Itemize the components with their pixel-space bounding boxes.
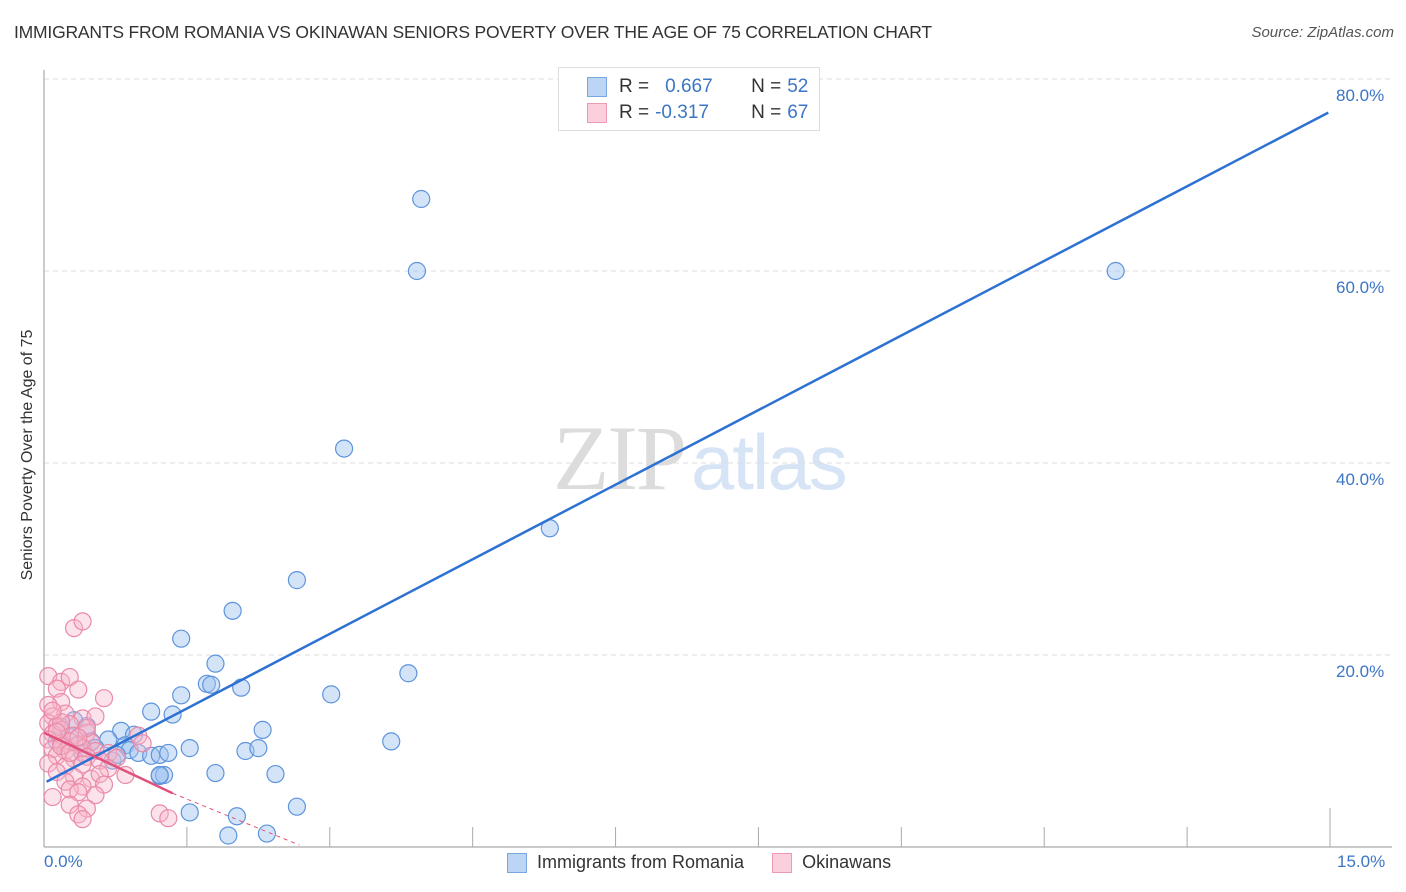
data-point: [150, 765, 169, 785]
data-point: [399, 664, 418, 683]
data-point: [219, 826, 238, 845]
n-value: 52: [787, 76, 809, 97]
trend-line-okinawans: [43, 731, 174, 795]
romania-swatch-icon: [507, 852, 527, 873]
x-tick-15: 15.0%: [1337, 852, 1386, 871]
romania-swatch-icon: [587, 77, 607, 97]
data-point: [90, 764, 109, 784]
data-point: [180, 803, 199, 822]
y-tick-20: 20.0%: [1336, 662, 1385, 681]
data-point: [99, 730, 118, 749]
data-point: [1106, 261, 1125, 281]
data-point: [142, 702, 161, 721]
data-point: [206, 654, 225, 673]
data-point: [43, 701, 62, 720]
data-point: [287, 797, 307, 816]
data-point: [322, 685, 341, 704]
data-point: [69, 680, 88, 699]
data-point: [232, 678, 251, 697]
data-point: [73, 810, 92, 829]
data-point: [60, 667, 79, 687]
stats-row-okinawans: R = -0.317 N = 67: [587, 102, 808, 124]
n-label: N =: [751, 102, 782, 123]
stats-legend: R = 0.667 N = 52 R = -0.317 N = 67: [558, 67, 820, 131]
data-point: [133, 734, 152, 753]
data-point: [253, 720, 272, 739]
legend-item-romania[interactable]: Immigrants from Romania: [507, 852, 744, 873]
series-okinawans-points: [39, 612, 178, 829]
trend-line-okinawans-extension: [172, 792, 300, 846]
data-point: [202, 675, 221, 694]
y-axis-label: Seniors Poverty Over the Age of 75: [19, 329, 36, 581]
source-label: Source: ZipAtlas.com: [1251, 24, 1394, 41]
data-point: [180, 739, 199, 758]
stats-row-romania: R = 0.667 N = 52: [587, 76, 808, 98]
data-point: [172, 686, 191, 705]
n-value: 67: [787, 102, 809, 123]
data-point: [150, 804, 169, 823]
legend-label-okinawans: Okinawans: [802, 852, 892, 872]
legend-label-romania: Immigrants from Romania: [537, 852, 745, 872]
axes: [43, 70, 1392, 848]
data-point: [407, 261, 427, 281]
x-tick-0: 0.0%: [44, 852, 83, 871]
data-point: [69, 783, 88, 802]
trend-lines: [43, 111, 1329, 846]
y-tick-80: 80.0%: [1336, 86, 1385, 105]
r-label: R =: [619, 76, 650, 97]
legend-item-okinawans[interactable]: Okinawans: [772, 852, 891, 873]
series-legend: Immigrants from Romania Okinawans: [507, 852, 919, 873]
data-point: [172, 629, 191, 648]
gridlines: [44, 78, 1392, 656]
data-point: [249, 739, 268, 758]
data-point: [69, 728, 88, 747]
okinawans-swatch-icon: [587, 103, 607, 123]
r-label: R =: [619, 102, 650, 123]
data-point: [206, 763, 225, 783]
n-label: N =: [751, 76, 782, 97]
data-point: [159, 743, 178, 763]
r-value: 0.667: [665, 76, 713, 97]
y-tick-60: 60.0%: [1336, 278, 1385, 297]
data-point: [382, 732, 401, 751]
r-value: -0.317: [655, 102, 709, 123]
trend-line-romania: [45, 111, 1329, 783]
data-point: [94, 689, 114, 708]
data-point: [227, 807, 246, 826]
okinawans-swatch-icon: [772, 852, 793, 873]
series-romania-points: [47, 189, 1125, 845]
y-tick-40: 40.0%: [1336, 470, 1385, 489]
data-point: [154, 765, 174, 785]
data-point: [43, 787, 62, 807]
chart-title: IMMIGRANTS FROM ROMANIA VS OKINAWAN SENI…: [14, 22, 932, 42]
data-point: [412, 189, 431, 209]
data-point: [86, 786, 105, 805]
data-point: [159, 809, 178, 828]
data-point: [73, 612, 92, 631]
data-point: [266, 764, 285, 784]
data-point: [334, 439, 354, 458]
data-point: [223, 601, 242, 620]
data-point: [287, 571, 307, 590]
data-point: [47, 679, 66, 698]
data-point: [257, 824, 277, 843]
